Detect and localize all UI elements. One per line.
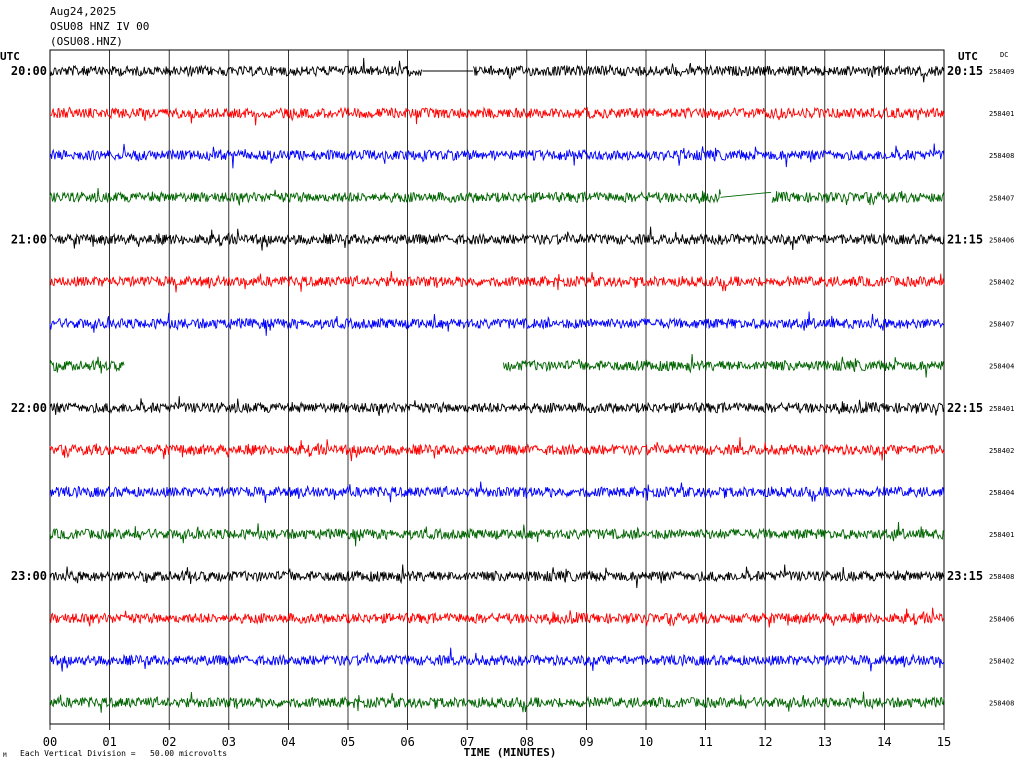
dc-offset-label: 258407 bbox=[989, 194, 1014, 202]
left-time-label: 20:00 bbox=[11, 64, 47, 78]
date-label: Aug24,2025 bbox=[50, 5, 117, 18]
trace-line bbox=[49, 647, 945, 672]
dc-offset-label: 258408 bbox=[989, 152, 1014, 160]
right-utc-label: UTC bbox=[958, 50, 978, 63]
dc-label: DC bbox=[1000, 51, 1008, 59]
dc-offset-label: 258401 bbox=[989, 110, 1014, 118]
station-code: (OSU08.HNZ) bbox=[50, 35, 123, 48]
dc-offset-label: 258401 bbox=[989, 405, 1014, 413]
right-time-label: 22:15 bbox=[947, 401, 983, 415]
x-tick-label: 00 bbox=[43, 735, 57, 749]
trace-line bbox=[49, 481, 945, 503]
trace-line bbox=[49, 607, 945, 628]
trace-line bbox=[49, 353, 945, 378]
dc-offset-label: 258409 bbox=[989, 68, 1014, 76]
header: Aug24,2025 OSU08 HNZ IV 00 (OSU08.HNZ) bbox=[50, 4, 149, 49]
x-axis-label: TIME (MINUTES) bbox=[464, 746, 557, 759]
left-utc-label: UTC bbox=[0, 50, 20, 63]
x-tick-label: 07 bbox=[460, 735, 474, 749]
dc-offset-label: 258401 bbox=[989, 531, 1014, 539]
dc-offset-label: 258402 bbox=[989, 279, 1014, 287]
gap-connector bbox=[720, 191, 772, 198]
x-tick-label: 12 bbox=[758, 735, 772, 749]
trace-line bbox=[49, 564, 945, 589]
scale-note: Each Vertical Division = 50.00 microvolt… bbox=[20, 749, 228, 758]
dc-offset-label: 258408 bbox=[989, 700, 1014, 708]
dc-offset-label: 258404 bbox=[989, 489, 1014, 497]
x-tick-label: 06 bbox=[400, 735, 414, 749]
trace-line bbox=[49, 57, 945, 83]
right-time-label: 23:15 bbox=[947, 569, 983, 583]
dc-offset-label: 258402 bbox=[989, 447, 1014, 455]
x-tick-label: 08 bbox=[520, 735, 534, 749]
dc-offset-label: 258406 bbox=[989, 236, 1014, 244]
right-time-label: 20:15 bbox=[947, 64, 983, 78]
x-tick-label: 03 bbox=[222, 735, 236, 749]
left-time-label: 21:00 bbox=[11, 232, 47, 246]
dc-offset-label: 258408 bbox=[989, 573, 1014, 581]
x-tick-label: 10 bbox=[639, 735, 653, 749]
trace-line bbox=[49, 143, 945, 169]
x-tick-label: 04 bbox=[281, 735, 295, 749]
x-tick-label: 09 bbox=[579, 735, 593, 749]
trace-line bbox=[49, 691, 945, 713]
trace-line bbox=[49, 521, 945, 547]
trace-line bbox=[49, 437, 945, 462]
left-time-label: 23:00 bbox=[11, 569, 47, 583]
label-layer: 00 01 02 03 04 05 06 07 08 09 10 11 12 13 14 15 20:00 20:… bbox=[11, 64, 1014, 749]
trace-line bbox=[49, 106, 945, 126]
dc-offset-label: 258407 bbox=[989, 321, 1014, 329]
x-tick-label: 11 bbox=[698, 735, 712, 749]
x-tick-label: 14 bbox=[877, 735, 891, 749]
grid-layer bbox=[49, 49, 945, 730]
x-tick-label: 15 bbox=[937, 735, 951, 749]
trace-line bbox=[49, 311, 945, 336]
station-line: OSU08 HNZ IV 00 bbox=[50, 20, 150, 33]
x-tick-label: 02 bbox=[162, 735, 176, 749]
x-tick-label: 01 bbox=[102, 735, 116, 749]
trace-line bbox=[49, 396, 945, 417]
trace-layer bbox=[49, 57, 945, 713]
trace-line bbox=[49, 270, 945, 293]
trace-line bbox=[49, 226, 945, 251]
trace-line bbox=[49, 188, 945, 206]
dc-offset-label: 258404 bbox=[989, 363, 1014, 371]
footer-mark: M bbox=[3, 752, 7, 759]
dc-offset-label: 258402 bbox=[989, 657, 1014, 665]
x-tick-label: 05 bbox=[341, 735, 355, 749]
x-tick-label: 13 bbox=[818, 735, 832, 749]
right-time-label: 21:15 bbox=[947, 232, 983, 246]
dc-offset-label: 258406 bbox=[989, 615, 1014, 623]
left-time-label: 22:00 bbox=[11, 401, 47, 415]
